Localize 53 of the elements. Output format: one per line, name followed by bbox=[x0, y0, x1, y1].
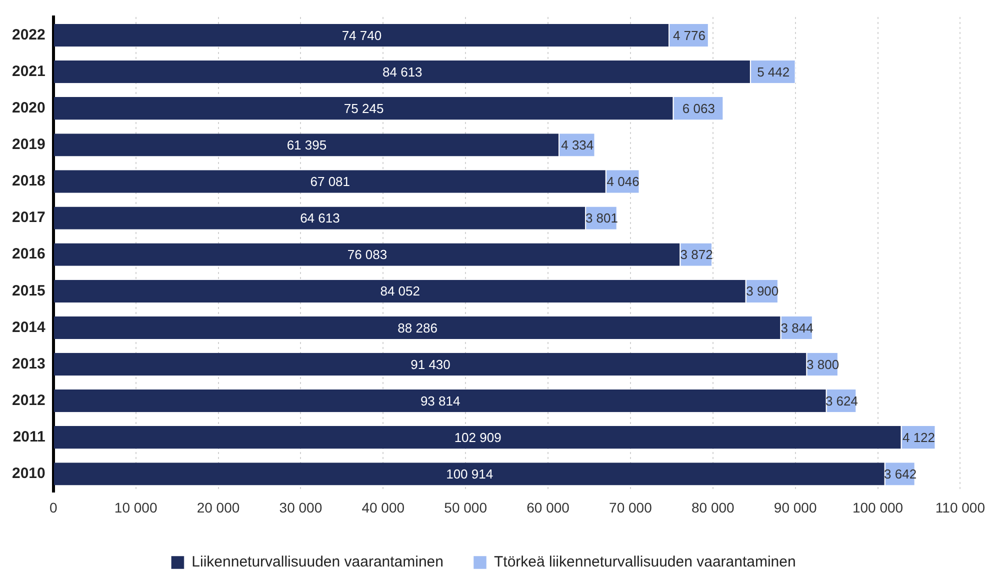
x-tick-label: 90 000 bbox=[774, 499, 817, 516]
data-label: 3 844 bbox=[780, 320, 814, 336]
x-tick-label: 70 000 bbox=[609, 499, 652, 516]
data-label: 64 613 bbox=[300, 210, 340, 226]
y-tick-label: 2022 bbox=[12, 26, 46, 44]
y-tick-label: 2014 bbox=[12, 318, 46, 336]
data-label: 84 052 bbox=[380, 284, 420, 299]
data-label: 3 872 bbox=[680, 247, 713, 262]
y-tick-label: 2015 bbox=[12, 282, 46, 300]
data-label: 4 334 bbox=[561, 138, 594, 153]
y-tick-label: 2013 bbox=[12, 355, 46, 372]
data-label: 74 740 bbox=[342, 28, 382, 43]
data-label: 67 081 bbox=[310, 174, 350, 190]
data-label: 84 613 bbox=[382, 64, 422, 80]
legend-label: Liikenneturvallisuuden vaarantaminen bbox=[192, 554, 444, 571]
legend-label: Ttörkeä liikenneturvallisuuden vaarantaminen bbox=[494, 554, 796, 571]
data-label: 61 395 bbox=[286, 138, 327, 153]
y-tick-label: 2012 bbox=[12, 392, 46, 409]
data-label: 6 063 bbox=[682, 100, 715, 116]
y-tick-label: 2011 bbox=[12, 428, 46, 446]
data-label: 3 800 bbox=[806, 356, 840, 372]
y-tick-label: 2019 bbox=[12, 136, 46, 154]
y-tick-label: 2017 bbox=[12, 209, 46, 226]
x-tick-label: 110 000 bbox=[935, 499, 986, 516]
x-tick-label: 10 000 bbox=[114, 499, 158, 516]
data-label: 88 286 bbox=[398, 320, 438, 336]
data-label: 91 430 bbox=[410, 356, 450, 372]
data-label: 4 046 bbox=[606, 174, 640, 190]
data-label: 93 814 bbox=[420, 393, 460, 408]
y-tick-label: 2016 bbox=[12, 246, 46, 263]
x-tick-label: 40 000 bbox=[362, 499, 405, 516]
data-label: 3 900 bbox=[746, 284, 779, 299]
y-tick-label: 2020 bbox=[12, 100, 46, 117]
data-label: 75 245 bbox=[344, 100, 384, 116]
data-label: 5 442 bbox=[757, 64, 790, 80]
y-tick-label: 2018 bbox=[12, 172, 46, 190]
x-tick-label: 50 000 bbox=[444, 499, 488, 516]
x-tick-label: 60 000 bbox=[526, 499, 570, 516]
x-tick-label: 20 000 bbox=[196, 499, 240, 516]
x-tick-label: 30 000 bbox=[279, 499, 322, 516]
x-tick-label: 80 000 bbox=[691, 499, 735, 516]
y-tick-label: 2010 bbox=[12, 465, 46, 482]
data-label: 4 776 bbox=[672, 28, 706, 43]
x-tick-label: 100 000 bbox=[852, 499, 904, 516]
data-label: 3 642 bbox=[884, 466, 917, 482]
data-label: 3 624 bbox=[825, 393, 858, 408]
data-label: 76 083 bbox=[347, 247, 388, 262]
data-label: 3 801 bbox=[585, 210, 618, 226]
data-label: 100 914 bbox=[446, 466, 494, 482]
data-label: 4 122 bbox=[902, 430, 936, 445]
data-label: 102 909 bbox=[454, 430, 502, 445]
y-tick-label: 2021 bbox=[12, 62, 46, 80]
x-tick-label: 0 bbox=[49, 499, 58, 516]
